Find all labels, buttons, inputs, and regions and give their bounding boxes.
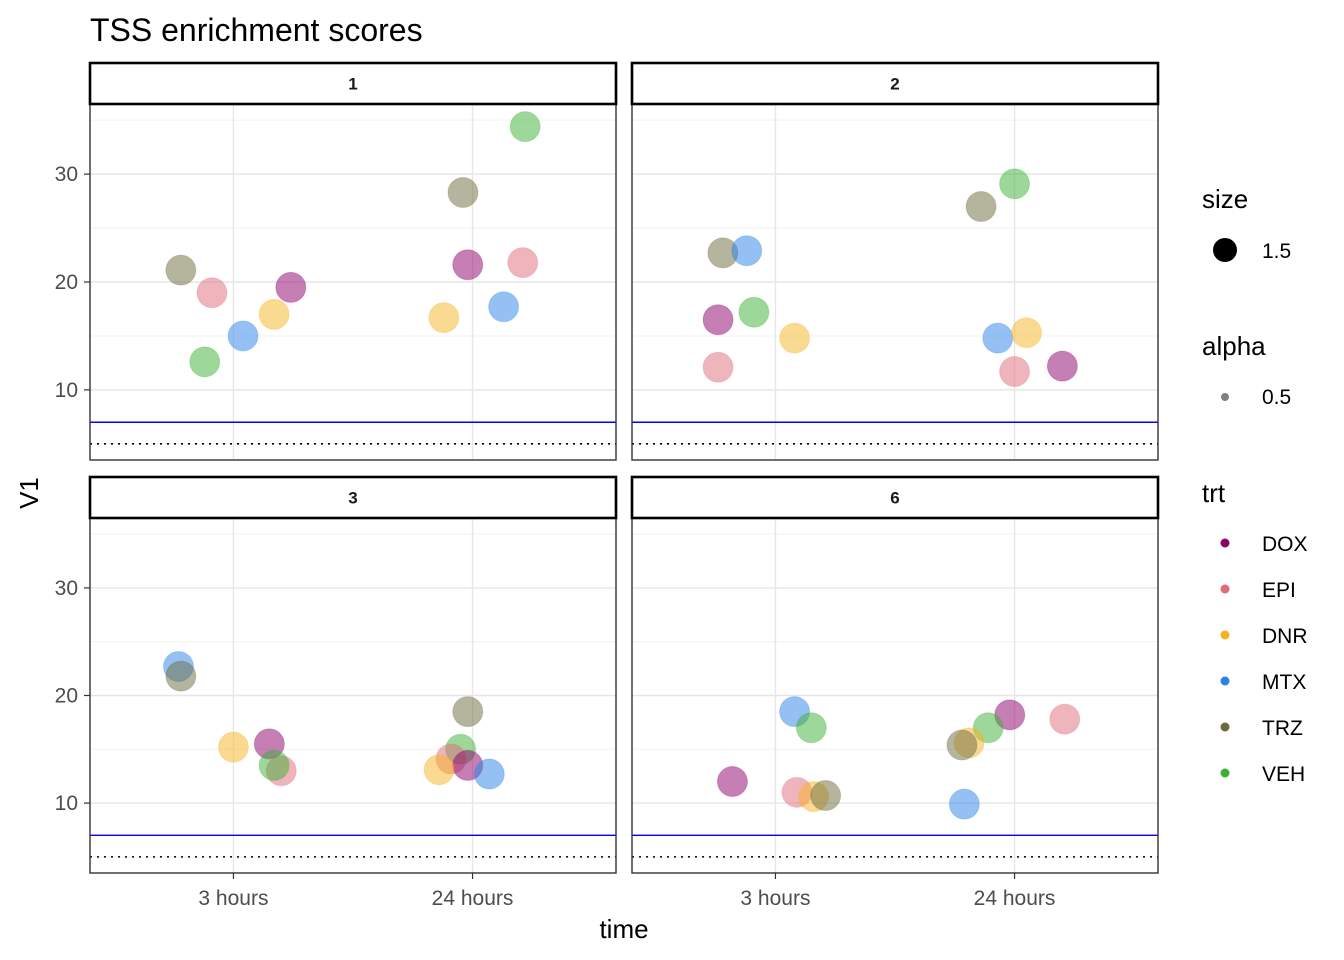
legend-size-title: size [1202,184,1248,214]
data-point-veh [189,346,221,378]
data-point-trz [452,696,484,728]
x-tick-label: 3 hours [740,887,810,910]
legend-label-trz: TRZ [1262,717,1303,740]
legend-alpha-title: alpha [1202,331,1266,361]
facet-panels: 1 10 20 30 2 3 10 20 30 3 hours 24 hours 6 3 hours 24… [55,61,1160,910]
y-tick-label: 10 [55,792,78,815]
data-point-dox [275,271,307,303]
x-axis-title: time [599,914,648,944]
y-tick-label: 20 [55,685,78,708]
legend-label-epi: EPI [1262,579,1296,602]
legend-label-dnr: DNR [1262,625,1308,648]
facet-strip-label: 2 [890,75,899,94]
legend-size-label: 1.5 [1262,240,1291,263]
chart-title: TSS enrichment scores [90,12,423,48]
legend-key-veh [1220,768,1230,778]
facet-strip [88,61,618,106]
facet-strip-label: 6 [890,489,899,508]
data-point-trz [810,780,842,812]
legend-size-key [1213,238,1237,262]
legend: size 1.5 alpha 0.5 trt DOX EPI DNR MTX TRZ VEH [1202,184,1308,786]
legend-key-trz [1220,722,1230,732]
data-point-dnr [423,754,455,786]
data-point-trz [165,660,197,692]
data-point-dnr [428,302,460,334]
facet-panel-2: 2 [630,61,1160,461]
data-point-dnr [258,298,290,330]
data-point-dnr [1011,317,1042,349]
data-point-dnr [779,322,811,354]
facet-panel-1: 1 10 20 30 [55,61,618,461]
y-tick-label: 30 [55,577,78,600]
data-point-epi [196,277,228,309]
legend-label-veh: VEH [1262,763,1305,786]
y-tick-label: 10 [55,379,78,402]
legend-label-mtx: MTX [1262,671,1306,694]
legend-label-dox: DOX [1262,533,1308,556]
facet-strip [88,475,618,520]
y-tick-label: 20 [55,271,78,294]
legend-key-epi [1220,584,1230,594]
data-point-mtx [488,291,520,323]
legend-alpha-label: 0.5 [1262,386,1291,409]
facet-strip [630,61,1160,106]
facet-strip-label: 3 [348,489,357,508]
data-point-mtx [227,320,259,352]
facet-strip [630,475,1160,520]
data-point-epi [507,247,539,279]
data-point-veh [738,296,770,328]
data-point-veh [795,712,827,744]
data-point-veh [999,168,1031,200]
data-point-mtx [731,235,763,267]
legend-key-mtx [1220,676,1230,686]
data-point-mtx [473,758,505,790]
data-point-dox [1046,350,1078,382]
data-point-trz [165,254,197,286]
data-point-dnr [217,731,249,763]
x-tick-label: 24 hours [432,887,514,910]
data-point-epi [702,351,734,383]
data-point-veh [509,111,541,143]
legend-key-dox [1220,538,1230,548]
x-tick-label: 3 hours [198,887,268,910]
data-point-trz [447,176,479,208]
facet-panel-6: 6 3 hours 24 hours [630,475,1160,910]
legend-alpha-key [1221,393,1229,401]
data-point-dox [716,766,748,798]
data-point-mtx [982,322,1014,354]
data-point-trz [946,729,978,761]
y-tick-label: 30 [55,163,78,186]
y-axis-title: V1 [14,477,44,509]
facet-strip-label: 1 [348,75,357,94]
legend-trt-title: trt [1202,478,1226,508]
data-point-dox [452,249,484,281]
legend-key-dnr [1220,630,1230,640]
data-point-epi [999,356,1031,388]
x-tick-label: 24 hours [974,887,1056,910]
data-point-dox [702,304,734,336]
data-point-epi [1049,703,1081,735]
data-point-veh [258,749,290,781]
data-point-mtx [948,788,980,820]
facet-panel-3: 3 10 20 30 3 hours 24 hours [55,475,618,910]
data-point-trz [965,190,997,222]
